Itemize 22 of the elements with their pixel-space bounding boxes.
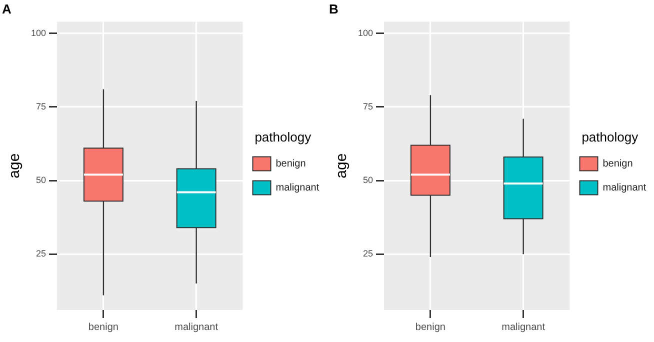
chart-title: A	[2, 1, 12, 16]
legend-label: malignant	[602, 182, 646, 194]
y-tick-label: 50	[36, 175, 46, 185]
y-tick-label: 75	[363, 101, 374, 112]
legend-label: benign	[276, 158, 306, 170]
legend-label: benign	[602, 158, 633, 170]
y-tick-label: 25	[36, 248, 46, 259]
legend-title: pathology	[254, 129, 312, 144]
y-axis-title: age	[333, 153, 350, 178]
y-tick-label: 75	[36, 101, 46, 112]
y-tick-label: 100	[30, 28, 46, 38]
y-tick-label: 25	[363, 248, 374, 259]
chart-title: B	[329, 1, 338, 16]
x-tick-label: malignant	[174, 322, 218, 333]
x-tick-label: benign	[415, 322, 446, 333]
x-tick-label: malignant	[502, 322, 546, 333]
legend-label: malignant	[276, 182, 320, 194]
x-tick-label: benign	[88, 322, 118, 333]
y-tick-label: 50	[363, 175, 374, 185]
legend-title: pathology	[582, 129, 639, 144]
y-axis-title: age	[6, 153, 24, 178]
y-tick-label: 100	[358, 28, 374, 38]
